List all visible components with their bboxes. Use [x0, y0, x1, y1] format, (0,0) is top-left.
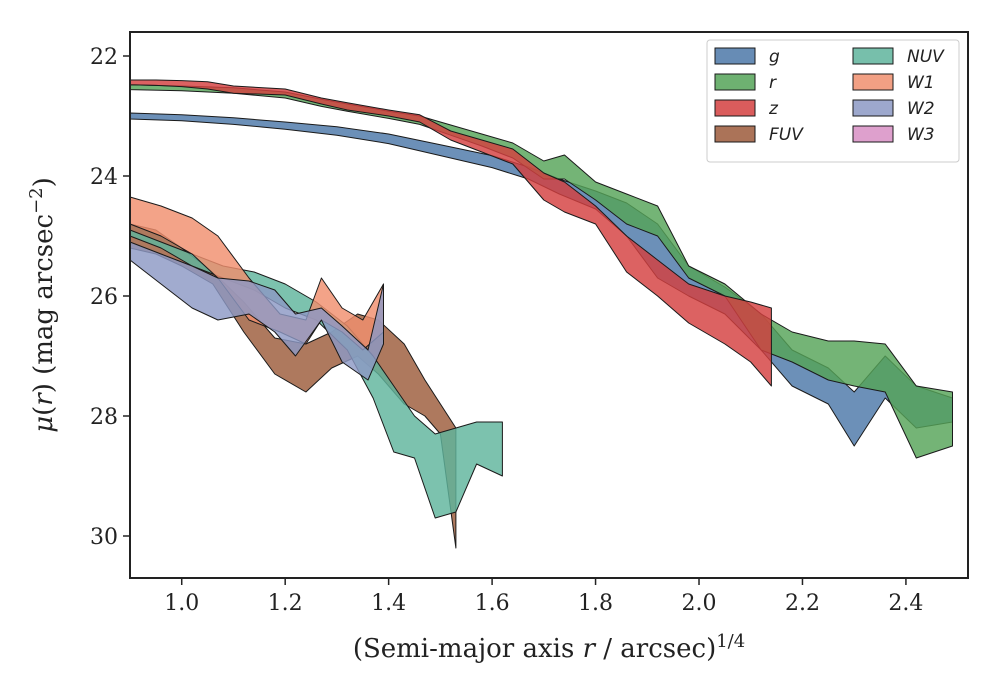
x-tick-label: 1.2	[268, 591, 303, 616]
y-tick-label: 30	[90, 525, 118, 550]
series-area-w2	[129, 241, 384, 381]
x-tick-label: 2.0	[682, 591, 717, 616]
legend-swatch-fuv	[714, 125, 756, 143]
plot-frame	[129, 31, 969, 579]
legend-label-z: z	[768, 99, 779, 119]
x-axis-label: (Semi-major axis r / arcsec)1/4	[353, 631, 745, 664]
x-tick-label: 1.4	[371, 591, 406, 616]
x-tick-label: 1.6	[475, 591, 510, 616]
y-tick-label: 24	[90, 165, 118, 190]
y-axis-label: μ(r) (mag arcsec−2)	[26, 177, 59, 433]
legend-swatch-w3	[852, 125, 894, 143]
y-axis: 22 24 26 28 30	[90, 45, 130, 550]
x-axis: 1.0 1.2 1.4 1.6 1.8 2.0 2.2 2.4	[164, 578, 923, 616]
legend-label-fuv: FUV	[769, 125, 804, 145]
y-tick-label: 28	[90, 405, 118, 430]
legend: grz FUV NUV W1 W2 W3	[706, 39, 960, 163]
legend-label-w2: W2	[907, 99, 935, 119]
legend-box	[706, 39, 960, 163]
series-areas	[129, 79, 953, 549]
legend-label-nuv: NUV	[907, 47, 945, 67]
x-tick-label: 2.2	[785, 591, 820, 616]
x-tick-label: 1.0	[164, 591, 199, 616]
legend-swatch-w1	[852, 73, 894, 91]
legend-swatch-g	[714, 47, 756, 65]
legend-label-w1: W1	[907, 73, 935, 93]
legend-swatch-r	[714, 73, 756, 91]
legend-swatch-nuv	[852, 47, 894, 65]
legend-swatch-w2	[852, 99, 894, 117]
x-tick-label: 2.4	[888, 591, 923, 616]
series-area-z	[129, 79, 772, 387]
x-tick-label: 1.8	[578, 591, 613, 616]
legend-label-g: g	[769, 47, 780, 67]
y-tick-label: 22	[90, 45, 118, 70]
legend-swatch-z	[714, 99, 756, 117]
y-tick-label: 26	[90, 285, 118, 310]
legend-label-r: r	[769, 73, 777, 93]
legend-label-w3: W3	[907, 125, 935, 145]
